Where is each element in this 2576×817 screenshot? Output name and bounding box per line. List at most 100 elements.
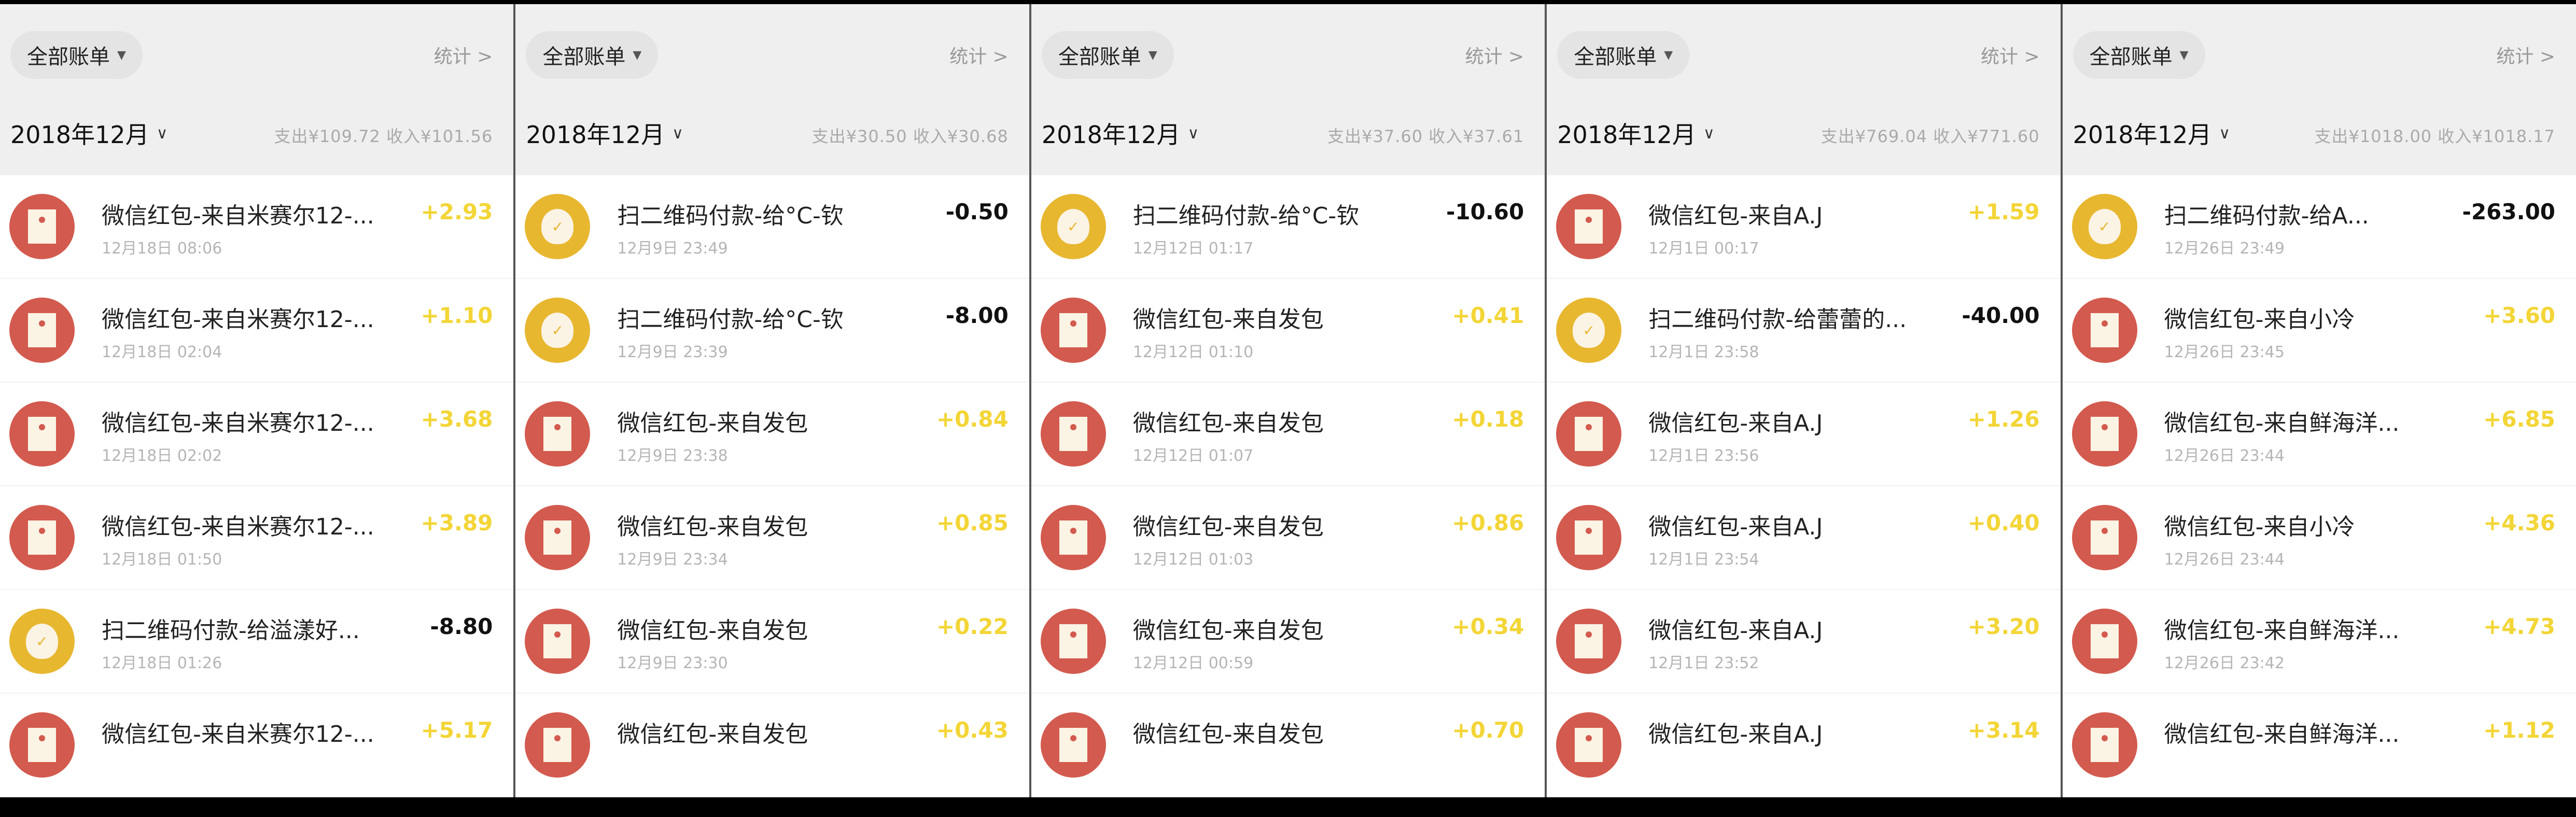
money-bag-icon: ✓ [1040,194,1106,259]
transaction-title: 微信红包-来自发包 [1132,306,1324,333]
transaction-title: 微信红包-来自米赛尔12-... [102,514,374,540]
transaction-amount: -40.00 [1962,303,2040,328]
transaction-amount: +6.85 [2483,406,2556,432]
red-packet-icon [525,712,591,778]
transaction-amount: +2.93 [421,199,493,224]
transaction-row[interactable]: 微信红包-来自发包 12月12日 00:59 +0.34 [1031,590,1545,694]
transaction-row[interactable]: 微信红包-来自A.J 12月1日 23:52 +3.20 [1547,590,2061,694]
transaction-amount: +1.12 [2483,717,2556,743]
envelope-glyph [543,728,572,762]
all-bills-filter-button[interactable]: 全部账单 ▼ [1041,31,1174,79]
red-packet-icon [9,505,75,570]
transaction-date: 12月9日 23:30 [617,654,728,672]
transaction-row[interactable]: 微信红包-来自鲜海洋... 12月26日 23:42 +4.73 [2062,590,2576,694]
transaction-amount: -8.00 [945,303,1009,328]
month-label: 2018年12月 [1041,121,1181,149]
month-picker[interactable]: 2018年12月 ∨ [2073,116,2231,150]
transaction-date: 12月18日 01:50 [102,551,222,569]
red-packet-icon [1040,298,1106,363]
transaction-amount: +0.86 [1452,510,1524,536]
all-bills-filter-button[interactable]: 全部账单 ▼ [10,31,143,79]
transaction-date: 12月18日 08:06 [102,240,222,258]
month-picker[interactable]: 2018年12月 ∨ [10,116,168,150]
transaction-date: 12月12日 01:10 [1132,343,1254,361]
transaction-title: 微信红包-来自发包 [1132,721,1324,748]
transaction-row[interactable]: 微信红包-来自发包 12月12日 01:10 +0.41 [1031,279,1545,383]
money-bag-glyph: ✓ [1057,209,1089,244]
red-packet-icon [1556,712,1622,778]
all-bills-filter-button[interactable]: 全部账单 ▼ [2073,31,2205,79]
transaction-row[interactable]: 微信红包-来自发包 12月12日 01:07 +0.18 [1031,383,1545,486]
transaction-row[interactable]: 微信红包-来自米赛尔12-... 12月18日 02:02 +3.68 [0,383,514,486]
transaction-row[interactable]: ✓ 扫二维码付款-给溢漾好... 12月18日 01:26 -8.80 [0,590,514,694]
bill-header: 全部账单 ▼ 统计 > 2018年12月 ∨ 支出¥37.60 收入¥37.61 [1031,4,1545,175]
transaction-row[interactable]: ✓ 扫二维码付款-给°C-钦 12月9日 23:49 -0.50 [515,175,1029,279]
transaction-date: 12月12日 01:17 [1132,240,1254,258]
transaction-title: 微信红包-来自发包 [1132,514,1324,540]
statistics-link[interactable]: 统计 > [1981,46,2040,67]
month-picker[interactable]: 2018年12月 ∨ [1042,116,1199,150]
transaction-title: 扫二维码付款-给°C-钦 [617,306,844,333]
transaction-title: 扫二维码付款-给A... [2164,203,2369,229]
chevron-down-icon: ∨ [1703,124,1715,143]
transaction-amount: +0.84 [936,406,1009,432]
transaction-row[interactable]: 微信红包-来自米赛尔12-... 12月18日 08:06 +2.93 [0,175,514,279]
statistics-link[interactable]: 统计 > [949,46,1009,67]
caret-down-icon: ▼ [117,48,126,62]
month-summary: 支出¥30.50 收入¥30.68 [811,126,1009,146]
transaction-row[interactable]: 微信红包-来自A.J 12月1日 23:54 +0.40 [1547,486,2061,590]
month-summary: 支出¥37.60 收入¥37.61 [1327,126,1524,146]
transaction-row[interactable]: ✓ 扫二维码付款-给°C-钦 12月9日 23:39 -8.00 [515,279,1029,383]
statistics-link[interactable]: 统计 > [433,46,493,67]
transaction-row[interactable]: 微信红包-来自A.J 12月1日 23:56 +1.26 [1547,383,2061,486]
statistics-link[interactable]: 统计 > [2496,46,2556,67]
transaction-row[interactable]: 微信红包-来自米赛尔12-... +5.17 [0,694,514,797]
month-summary: 支出¥109.72 收入¥101.56 [274,126,493,146]
transaction-title: 微信红包-来自米赛尔12-... [102,721,374,748]
transaction-date: 12月1日 23:52 [1648,654,1759,672]
transaction-row[interactable]: 微信红包-来自发包 12月12日 01:03 +0.86 [1031,486,1545,590]
transaction-date: 12月26日 23:42 [2164,654,2285,672]
envelope-glyph [1059,624,1087,658]
all-bills-filter-button[interactable]: 全部账单 ▼ [1557,31,1690,79]
month-picker[interactable]: 2018年12月 ∨ [1557,116,1715,150]
money-bag-icon: ✓ [2071,194,2137,259]
transaction-row[interactable]: 微信红包-来自发包 12月9日 23:38 +0.84 [515,383,1029,486]
transaction-title: 微信红包-来自鲜海洋... [2164,410,2400,436]
envelope-glyph [28,417,56,451]
transaction-amount: +3.68 [421,406,493,432]
transaction-row[interactable]: 微信红包-来自小冷 12月26日 23:44 +4.36 [2062,486,2576,590]
transaction-row[interactable]: 微信红包-来自小冷 12月26日 23:45 +3.60 [2062,279,2576,383]
transaction-amount: +1.10 [421,303,493,328]
red-packet-icon [2071,609,2137,674]
red-packet-icon [1556,505,1622,570]
transaction-date: 12月12日 01:03 [1132,551,1254,569]
transaction-date: 12月9日 23:34 [617,551,728,569]
transaction-row[interactable]: 微信红包-来自A.J 12月1日 00:17 +1.59 [1547,175,2061,279]
transaction-row[interactable]: 微信红包-来自A.J +3.14 [1547,694,2061,797]
transaction-row[interactable]: 微信红包-来自鲜海洋... +1.12 [2062,694,2576,797]
transaction-title: 微信红包-来自米赛尔12-... [102,203,374,229]
transaction-row[interactable]: 微信红包-来自鲜海洋... 12月26日 23:44 +6.85 [2062,383,2576,486]
caret-down-icon: ▼ [1148,48,1157,62]
month-picker[interactable]: 2018年12月 ∨ [526,116,683,150]
transaction-amount: -8.80 [430,614,493,639]
transaction-row[interactable]: 微信红包-来自发包 12月9日 23:30 +0.22 [515,590,1029,694]
transaction-row[interactable]: 微信红包-来自发包 12月9日 23:34 +0.85 [515,486,1029,590]
envelope-glyph [1575,209,1603,244]
transaction-row[interactable]: ✓ 扫二维码付款-给A... 12月26日 23:49 -263.00 [2062,175,2576,279]
transaction-row[interactable]: ✓ 扫二维码付款-给°C-钦 12月12日 01:17 -10.60 [1031,175,1545,279]
transaction-row[interactable]: 微信红包-来自米赛尔12-... 12月18日 01:50 +3.89 [0,486,514,590]
transaction-row[interactable]: ✓ 扫二维码付款-给蕾蕾的... 12月1日 23:58 -40.00 [1547,279,2061,383]
transaction-amount: +0.34 [1452,614,1524,639]
red-packet-icon [1040,401,1106,467]
transaction-date: 12月26日 23:49 [2164,240,2285,258]
statistics-link[interactable]: 统计 > [1465,46,1524,67]
transaction-title: 微信红包-来自米赛尔12-... [102,410,374,436]
transaction-row[interactable]: 微信红包-来自米赛尔12-... 12月18日 02:04 +1.10 [0,279,514,383]
all-bills-filter-button[interactable]: 全部账单 ▼ [526,31,659,79]
transaction-title: 微信红包-来自发包 [617,410,808,436]
envelope-glyph [1575,417,1603,451]
transaction-row[interactable]: 微信红包-来自发包 +0.43 [515,694,1029,797]
transaction-row[interactable]: 微信红包-来自发包 +0.70 [1031,694,1545,797]
